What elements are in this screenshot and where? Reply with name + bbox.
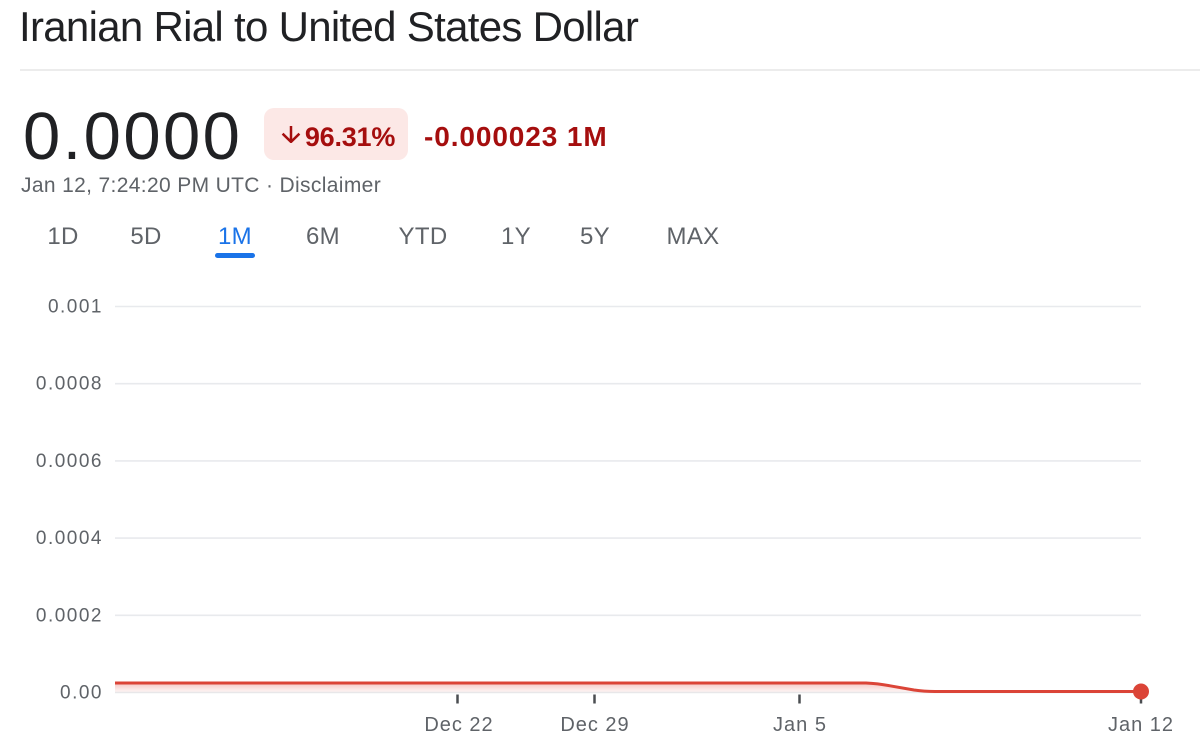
svg-text:Jan 12: Jan 12 <box>1108 714 1174 736</box>
svg-text:0.0002: 0.0002 <box>36 605 103 626</box>
svg-text:0.00: 0.00 <box>60 683 103 704</box>
svg-text:0.0008: 0.0008 <box>36 374 103 395</box>
svg-text:0.0006: 0.0006 <box>36 451 103 472</box>
svg-text:0.001: 0.001 <box>48 297 103 318</box>
svg-text:0.0004: 0.0004 <box>36 528 103 549</box>
svg-text:Dec 29: Dec 29 <box>560 714 629 736</box>
svg-text:Dec 22: Dec 22 <box>424 714 493 736</box>
svg-text:Jan 5: Jan 5 <box>773 714 827 736</box>
